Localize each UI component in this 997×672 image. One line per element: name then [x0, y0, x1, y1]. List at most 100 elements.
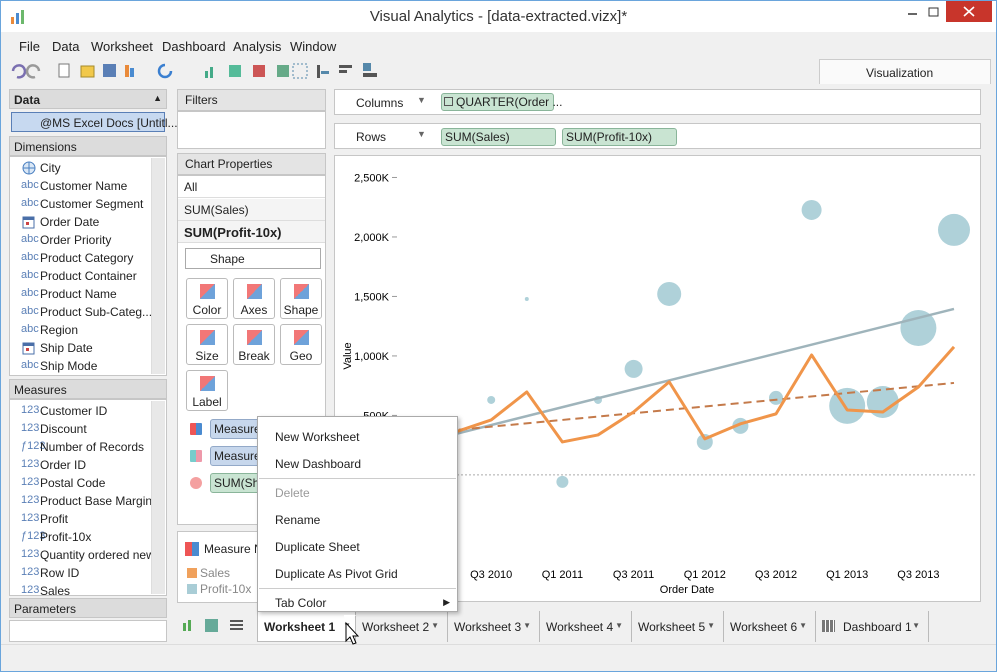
- field-item[interactable]: 123 Discount: [10, 420, 150, 438]
- data-source[interactable]: @MS Excel Docs [Untitl...: [11, 112, 178, 132]
- menu-item[interactable]: Window: [290, 39, 337, 54]
- sheet-tab[interactable]: Worksheet 4 ▼: [540, 611, 632, 642]
- encoding-pill[interactable]: SUM(Ship...: [210, 473, 270, 493]
- menu-option[interactable]: New Dashboard: [259, 452, 456, 476]
- property-button[interactable]: Geo: [280, 324, 322, 365]
- x-tick-label: Q3 2011: [613, 569, 654, 581]
- field-type: 123: [21, 476, 40, 488]
- menu-item[interactable]: Data: [52, 39, 80, 54]
- tab-dropdown: ▼: [431, 621, 439, 630]
- menu-option[interactable]: New Worksheet: [259, 425, 456, 449]
- filters-box: [177, 111, 326, 149]
- field-item[interactable]: abc Order Priority: [10, 231, 150, 249]
- scrollbar[interactable]: [151, 401, 165, 594]
- measures-list: 123 Customer ID 123 Discount ƒ123 Number of R…: [9, 399, 167, 598]
- field-item[interactable]: 123 Postal Code: [10, 474, 150, 492]
- button-icon: [200, 376, 215, 391]
- property-button[interactable]: Break: [233, 324, 275, 365]
- menu-option[interactable]: Duplicate Sheet: [259, 535, 456, 559]
- tab-tools[interactable]: [177, 615, 249, 637]
- visualization-tab[interactable]: Visualization: [819, 59, 991, 84]
- chart-properties: All SUM(Sales) SUM(Profit-10x) Shape Color Ax…: [177, 175, 326, 525]
- field-item[interactable]: ƒ123 Number of Records: [10, 438, 150, 456]
- menu-option-label: Duplicate Sheet: [275, 540, 360, 554]
- field-item[interactable]: 123 Order ID: [10, 456, 150, 474]
- button-icon: [294, 284, 309, 299]
- field-name: Customer ID: [40, 404, 108, 418]
- expand-icon: [444, 97, 453, 106]
- field-item[interactable]: abc Product Container: [10, 267, 150, 285]
- field-type: 123: [21, 512, 40, 524]
- scrollbar[interactable]: [151, 158, 165, 374]
- sheet-tab[interactable]: Worksheet 5 ▼: [632, 611, 724, 642]
- field-item[interactable]: 123 Customer ID: [10, 402, 150, 420]
- menu-item[interactable]: Analysis: [233, 39, 282, 54]
- decoration: [963, 6, 975, 17]
- tab-label: Dashboard 1: [843, 620, 912, 634]
- x-tick-label: Q1 2013: [826, 569, 868, 581]
- field-item[interactable]: abc Region: [10, 321, 150, 339]
- property-button[interactable]: Size: [186, 324, 228, 365]
- property-item[interactable]: All: [178, 176, 325, 198]
- menu-option[interactable]: Duplicate As Pivot Grid: [259, 562, 456, 586]
- field-type: 123: [21, 404, 40, 416]
- menu-item[interactable]: File: [19, 39, 40, 54]
- legend-label: Profit-10x: [200, 582, 252, 596]
- field-item[interactable]: 123 Sales: [10, 582, 150, 600]
- field-item[interactable]: 123 Profit: [10, 510, 150, 528]
- property-button[interactable]: Color: [186, 278, 228, 319]
- menu-item[interactable]: Dashboard: [162, 39, 226, 54]
- field-item[interactable]: 123 Product Base Margin: [10, 492, 152, 510]
- sheet-tab[interactable]: Worksheet 2 ▼: [356, 611, 448, 642]
- field-item[interactable]: abc Customer Name: [10, 177, 150, 195]
- sort-icon[interactable]: ▲: [153, 93, 162, 103]
- mark-type-dropdown[interactable]: Shape: [185, 248, 321, 269]
- field-name: Profit: [40, 512, 69, 526]
- menu-option[interactable]: Tab Color ▶: [259, 591, 456, 615]
- property-button[interactable]: Label: [186, 370, 228, 411]
- parameters-input[interactable]: [9, 620, 167, 642]
- field-item[interactable]: abc Ship Mode: [10, 357, 150, 375]
- field-item[interactable]: Order Date: [10, 213, 150, 231]
- field-item[interactable]: Ship Date: [10, 339, 150, 357]
- decoration: [130, 68, 134, 77]
- field-item[interactable]: ƒ123 Profit-10x: [10, 528, 150, 546]
- shelf-pill[interactable]: SUM(Profit-10x): [562, 128, 677, 146]
- field-item[interactable]: 123 Row ID: [10, 564, 150, 582]
- property-button[interactable]: Axes: [233, 278, 275, 319]
- decoration: [80, 65, 95, 78]
- field-item[interactable]: abc Customer Segment: [10, 195, 150, 213]
- field-type: 123: [21, 458, 40, 470]
- field-type: 123: [21, 584, 40, 596]
- field-name: Profit-10x: [40, 530, 92, 544]
- button-icon: [200, 284, 215, 299]
- field-item[interactable]: City: [10, 159, 150, 177]
- tab-label: Worksheet 6: [730, 620, 798, 634]
- sheet-tab[interactable]: Worksheet 1▼: [257, 611, 356, 642]
- menu-option[interactable]: Rename: [259, 508, 456, 532]
- encoding-pill[interactable]: Measure ...: [210, 419, 270, 439]
- sheet-tab[interactable]: Worksheet 6 ▼: [724, 611, 816, 642]
- legend-swatch: [187, 584, 197, 594]
- decoration: [11, 64, 27, 79]
- shelf-pill[interactable]: QUARTER(Order ...: [441, 93, 562, 111]
- decoration: [183, 623, 186, 631]
- sales-line: [419, 345, 956, 444]
- field-item[interactable]: abc Product Category: [10, 249, 150, 267]
- button-label: Size: [195, 349, 219, 363]
- property-item[interactable]: SUM(Sales): [178, 199, 325, 221]
- tab-label: Visualization: [866, 66, 934, 80]
- window-controls[interactable]: [896, 1, 996, 25]
- field-item[interactable]: abc Product Name: [10, 285, 150, 303]
- sheet-tab[interactable]: Dashboard 1 ▼: [816, 611, 929, 642]
- field-item[interactable]: abc Product Sub-Categ...: [10, 303, 152, 321]
- decoration: [58, 63, 70, 78]
- property-button[interactable]: Shape: [280, 278, 322, 319]
- button-label: Break: [238, 349, 270, 363]
- sheet-tab[interactable]: Worksheet 3 ▼: [448, 611, 540, 642]
- field-item[interactable]: 123 Quantity ordered new: [10, 546, 155, 564]
- shelf-pill[interactable]: SUM(Sales): [441, 128, 556, 146]
- menu-item[interactable]: Worksheet: [91, 39, 153, 54]
- property-item[interactable]: SUM(Profit-10x): [178, 221, 325, 243]
- field-type: abc: [21, 287, 39, 299]
